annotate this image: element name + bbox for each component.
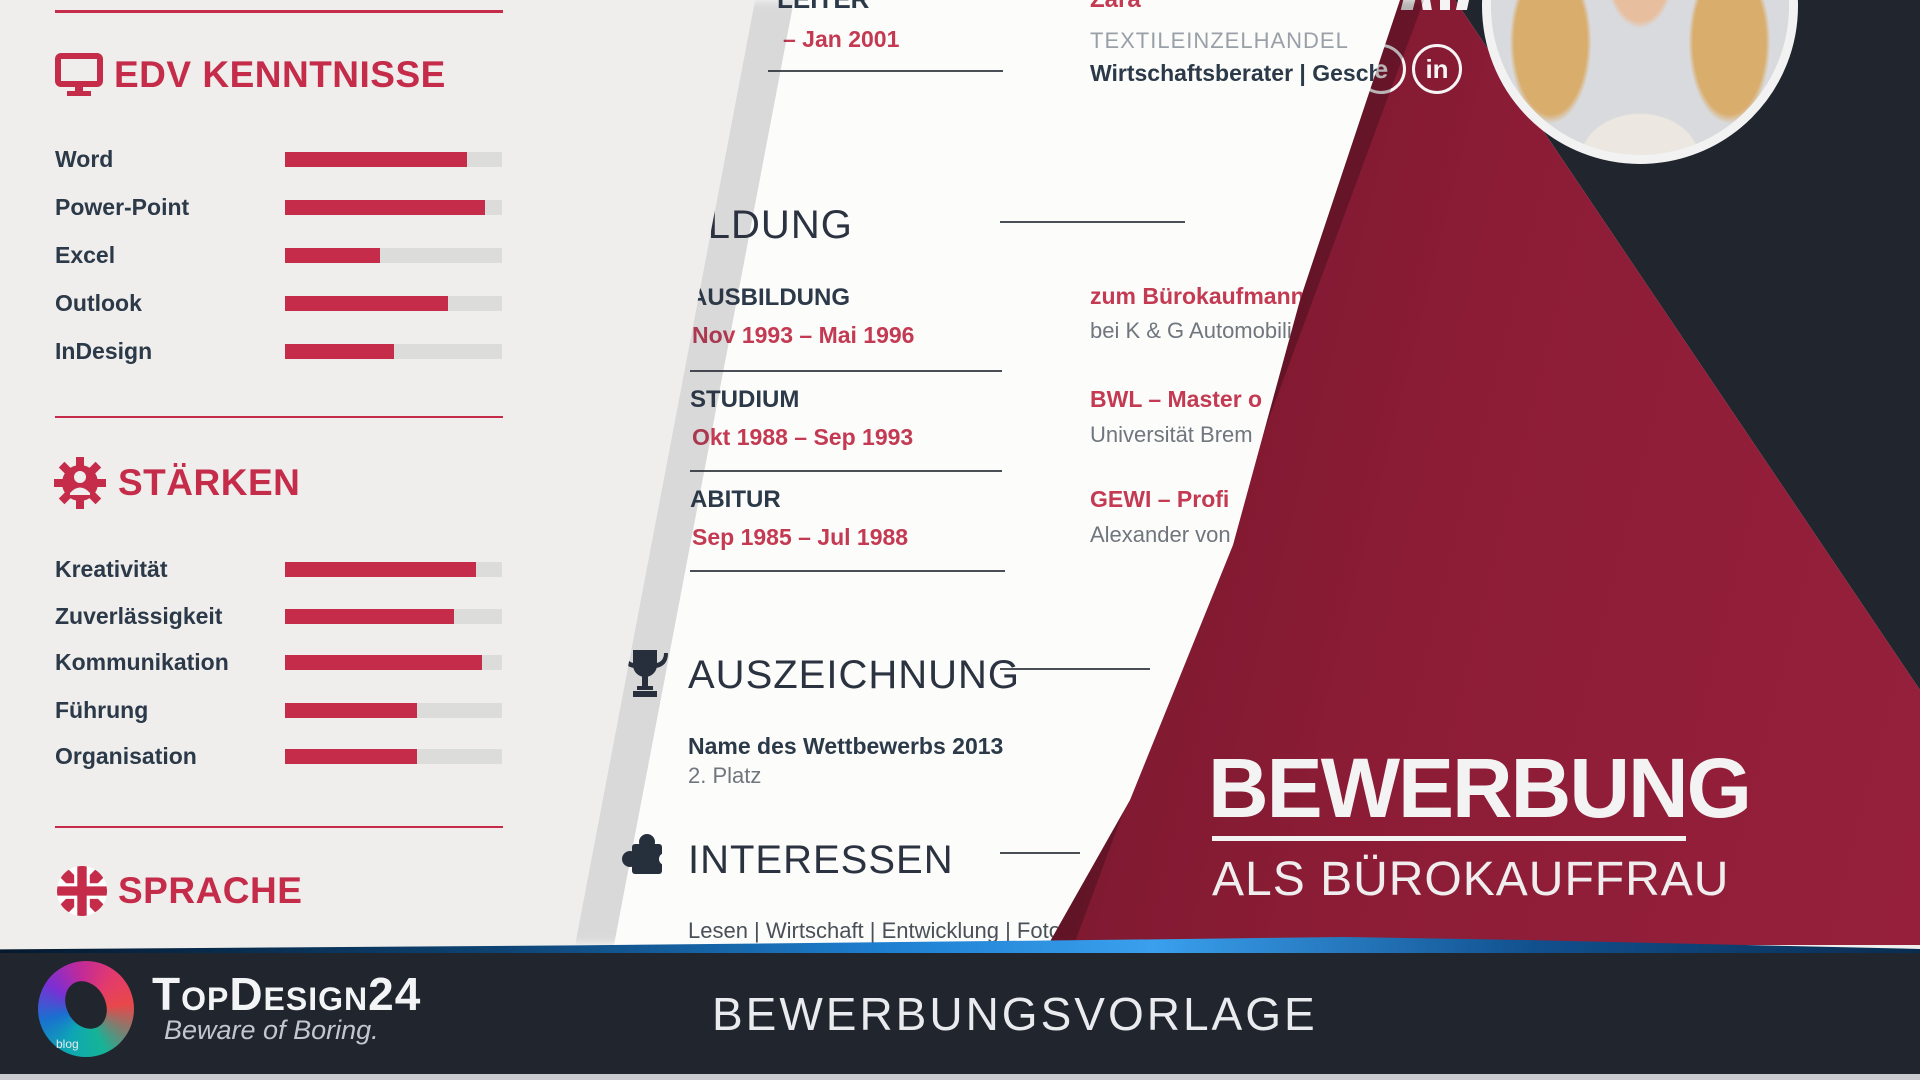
divider: [690, 370, 1002, 372]
interests-list: Lesen | Wirtschaft | Entwicklung | Foto: [688, 918, 1061, 943]
divider: [55, 10, 503, 13]
skill-bar-fill: [285, 248, 381, 263]
uk-flag-icon: [57, 866, 107, 921]
award-rank: 2. Platz: [688, 763, 762, 788]
cv-template-collage: e in LEITER – Jan 2001 Zara TEXTILEINZEL…: [53, 0, 1920, 945]
company-name: Zara: [1090, 0, 1141, 14]
skill-label: InDesign: [55, 338, 153, 364]
section-rule: [1000, 221, 1185, 223]
skill-label: Word: [55, 146, 114, 172]
skill-bar: [285, 562, 502, 577]
blog-badge: blog: [56, 1037, 79, 1051]
education-date: Okt 1988 – Sep 1993: [692, 424, 914, 450]
skill-label: Kreativität: [55, 556, 168, 582]
divider: [55, 416, 503, 418]
skill-bar-fill: [285, 749, 418, 764]
skill-bar-fill: [285, 609, 455, 624]
education-heading: ABITUR: [690, 486, 781, 513]
skill-bar: [285, 749, 502, 764]
skill-label: Power-Point: [55, 194, 190, 220]
skill-bar-fill: [285, 200, 485, 215]
bottom-edge-line: [0, 1074, 1920, 1080]
skill-bar-fill: [285, 655, 483, 670]
skill-label: Führung: [55, 697, 149, 723]
skill-label: Outlook: [55, 290, 142, 316]
job-date: – Jan 2001: [783, 26, 900, 52]
skill-label: Zuverlässigkeit: [55, 603, 223, 629]
education-institution: bei K & G Automobili: [1090, 318, 1292, 343]
skill-label: Kommunikation: [55, 649, 229, 675]
skill-label: Excel: [55, 242, 116, 268]
company-industry: TEXTILEINZELHANDEL: [1090, 28, 1349, 53]
cover-title: BEWERBUNG: [1208, 741, 1752, 835]
section-rule: [1000, 852, 1080, 854]
topdesign24-logo-icon: [38, 961, 134, 1057]
skill-bar: [285, 200, 502, 215]
linkedin-glyph: in: [1425, 53, 1449, 84]
cropped-text-fragment: [1455, 0, 1470, 10]
gear-person-icon: [53, 456, 107, 515]
divider: [768, 70, 1003, 72]
skill-bar: [285, 703, 502, 718]
education-degree: BWL – Master o: [1090, 386, 1263, 412]
monitor-icon: [55, 50, 103, 103]
skill-bar: [285, 248, 502, 263]
skill-bar-fill: [285, 296, 448, 311]
skill-bar: [285, 296, 502, 311]
job-title-text: LEITER: [777, 0, 869, 14]
award-name: Name des Wettbewerbs 2013: [688, 733, 1004, 759]
linkedin-icon: in: [1412, 44, 1462, 94]
cover-subtitle: ALS BÜROKAUFFRAU: [1212, 853, 1730, 906]
section-rule: [1000, 668, 1150, 670]
section-title-interessen: INTERESSEN: [688, 838, 954, 882]
skill-label: Organisation: [55, 743, 197, 769]
cropped-text-fragment: [1440, 0, 1450, 10]
skill-bar-fill: [285, 152, 468, 167]
skill-bar-fill: [285, 344, 394, 359]
job-title-fragment: LEITER: [777, 0, 869, 15]
skill-bar-fill: [285, 703, 418, 718]
skill-bar: [285, 655, 502, 670]
education-degree: zum Bürokaufmann: [1090, 283, 1305, 309]
education-heading: STUDIUM: [690, 386, 800, 413]
puzzle-icon: [618, 830, 671, 887]
divider: [690, 470, 1002, 472]
job-role: Wirtschaftsberater | Geschäfts: [1090, 60, 1424, 86]
section-title-edv: EDV KENNTNISSE: [114, 54, 446, 95]
divider: [690, 570, 1005, 572]
brand-name: TopDesign24: [152, 968, 422, 1020]
education-heading: AUSBILDUNG: [690, 284, 850, 311]
left-cv-page: EDV KENNTNISSE Word Power-Point Excel Ou…: [53, 10, 503, 921]
footer-bar: blog TopDesign24 Beware of Boring. BEWER…: [0, 953, 1920, 1080]
skill-bar: [285, 344, 502, 359]
education-date: Sep 1985 – Jul 1988: [692, 524, 909, 550]
education-degree: GEWI – Profi: [1090, 486, 1230, 512]
education-institution: Alexander von: [1090, 522, 1231, 547]
skill-bar: [285, 609, 502, 624]
divider: [55, 826, 503, 828]
section-title-auszeichnung: AUSZEICHNUNG: [688, 653, 1021, 697]
section-title-staerken: STÄRKEN: [118, 462, 301, 503]
section-title-sprache: SPRACHE: [118, 870, 303, 911]
skill-bar: [285, 152, 502, 167]
cover-underline: [1212, 836, 1686, 841]
skill-bar-fill: [285, 562, 476, 577]
template-label: BEWERBUNGSVORLAGE: [712, 988, 1318, 1040]
education-date: Nov 1993 – Mai 1996: [692, 322, 915, 348]
brand-tagline: Beware of Boring.: [164, 1015, 379, 1045]
education-institution: Universität Brem: [1090, 422, 1253, 447]
